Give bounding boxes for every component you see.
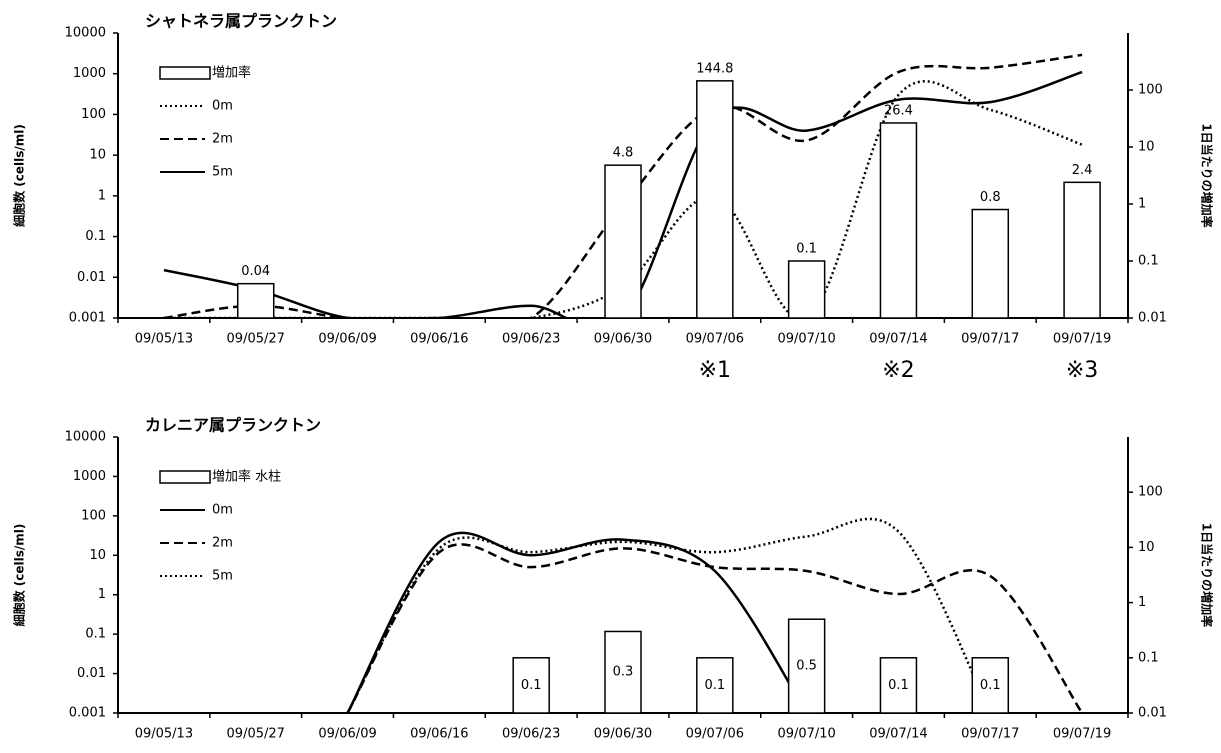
- y2-tick-label: 0.1: [1138, 254, 1159, 269]
- bar: [604, 630, 642, 714]
- x-tick-label: 09/07/10: [777, 332, 835, 347]
- x-tick-label: 09/06/09: [318, 332, 376, 347]
- x-tick-label: 09/07/10: [777, 727, 835, 742]
- bar-value-label: 4.8: [613, 146, 634, 161]
- y-tick-label: 0.001: [69, 311, 106, 326]
- bar: [971, 208, 1010, 319]
- y2-tick-label: 10: [1138, 540, 1155, 555]
- y-tick-label: 0.01: [77, 666, 106, 681]
- y2-tick-label: 10: [1138, 140, 1155, 155]
- x-tick-label: 09/07/06: [686, 727, 744, 742]
- y-tick-label: 0.01: [77, 270, 106, 285]
- x-tick-label: 09/07/19: [1053, 727, 1111, 742]
- y-tick-label: 0.1: [85, 229, 106, 244]
- x-tick-label: 09/06/30: [594, 332, 652, 347]
- chart-title: シャトネラ属プランクトン: [145, 12, 337, 31]
- bar-value-label: 0.1: [704, 678, 725, 693]
- y-axis-label: 細胞数 (cells/ml): [12, 124, 27, 227]
- y2-axis-label: 1日当たりの増加率: [1200, 523, 1215, 627]
- bar: [787, 260, 826, 319]
- x-tick-label: 09/07/06: [686, 332, 744, 347]
- bar-value-label: 0.1: [521, 678, 542, 693]
- y2-tick-label: 0.01: [1138, 706, 1167, 721]
- legend-label: 5m: [212, 165, 233, 180]
- bar-value-label: 0.1: [980, 678, 1001, 693]
- x-tick-label: 09/06/09: [318, 727, 376, 742]
- y-tick-label: 10: [89, 148, 106, 163]
- bar-value-label: 0.04: [241, 264, 270, 279]
- y-tick-label: 0.001: [69, 706, 106, 721]
- y2-tick-label: 0.1: [1138, 650, 1159, 665]
- y2-tick-label: 100: [1138, 83, 1163, 98]
- y-tick-label: 1: [98, 188, 106, 203]
- y-tick-label: 0.1: [85, 627, 106, 642]
- x-tick-label: 09/07/14: [869, 727, 927, 742]
- bar: [1063, 181, 1101, 319]
- x-tick-label: 09/05/27: [227, 727, 285, 742]
- y2-tick-label: 100: [1138, 485, 1163, 500]
- legend-label: 増加率: [212, 65, 251, 81]
- bar-value-label: 0.1: [796, 242, 817, 257]
- legend-swatch: [159, 470, 211, 484]
- x-tick-label: 09/05/13: [135, 727, 193, 742]
- plot-area: [346, 517, 1084, 714]
- bar-value-label: 0.3: [613, 665, 634, 680]
- bar-value-label: 0.5: [796, 659, 817, 674]
- bar: [236, 282, 275, 319]
- bar: [879, 657, 918, 714]
- legend-label: 2m: [212, 536, 233, 551]
- line-series: [346, 543, 1084, 714]
- legend-label: 5m: [212, 569, 233, 584]
- chart-title: カレニア属プランクトン: [145, 416, 321, 435]
- bar: [696, 657, 734, 714]
- y-tick-label: 1000: [73, 469, 106, 484]
- x-tick-label: 09/05/13: [135, 332, 193, 347]
- bar: [971, 657, 1010, 714]
- y-tick-label: 100: [81, 107, 106, 122]
- bar-value-label: 144.8: [696, 61, 733, 76]
- x-tick-label: 09/07/17: [961, 727, 1019, 742]
- x-tick-label: 09/05/27: [227, 332, 285, 347]
- bar-value-label: 2.4: [1072, 163, 1093, 178]
- bar: [879, 122, 918, 319]
- x-tick-label: 09/07/14: [869, 332, 927, 347]
- y2-tick-label: 1: [1138, 197, 1146, 212]
- x-tick-label: 09/07/19: [1053, 332, 1111, 347]
- annotation: ※2: [882, 358, 914, 383]
- y-tick-label: 10000: [65, 430, 106, 445]
- bar: [604, 164, 642, 319]
- y-axis-label: 細胞数 (cells/ml): [12, 524, 27, 627]
- legend-label: 増加率 水柱: [212, 469, 281, 485]
- legend-label: 0m: [212, 503, 233, 518]
- legend-swatch: [159, 66, 211, 80]
- x-tick-label: 09/06/30: [594, 727, 652, 742]
- line-series: [346, 531, 808, 714]
- x-tick-label: 09/07/17: [961, 332, 1019, 347]
- legend-label: 2m: [212, 132, 233, 147]
- y2-tick-label: 0.01: [1138, 311, 1167, 326]
- bar: [512, 657, 550, 714]
- x-tick-label: 09/06/16: [410, 727, 468, 742]
- bar: [696, 80, 734, 319]
- bar-value-label: 0.1: [888, 678, 909, 693]
- y-tick-label: 100: [81, 508, 106, 523]
- bar: [787, 618, 826, 714]
- annotation: ※1: [699, 358, 731, 383]
- y2-tick-label: 1: [1138, 595, 1146, 610]
- x-tick-label: 09/06/16: [410, 332, 468, 347]
- y-tick-label: 1000: [73, 66, 106, 81]
- y-tick-label: 1: [98, 587, 106, 602]
- bar-value-label: 0.8: [980, 190, 1001, 205]
- legend-label: 0m: [212, 99, 233, 114]
- y-tick-label: 10: [89, 548, 106, 563]
- bar-value-label: 26.4: [884, 103, 913, 118]
- line-series: [163, 53, 1083, 319]
- annotation: ※3: [1066, 358, 1098, 383]
- x-tick-label: 09/06/23: [502, 727, 560, 742]
- y2-axis-label: 1日当たりの増加率: [1200, 123, 1215, 227]
- y-tick-label: 10000: [65, 26, 106, 41]
- x-tick-label: 09/06/23: [502, 332, 560, 347]
